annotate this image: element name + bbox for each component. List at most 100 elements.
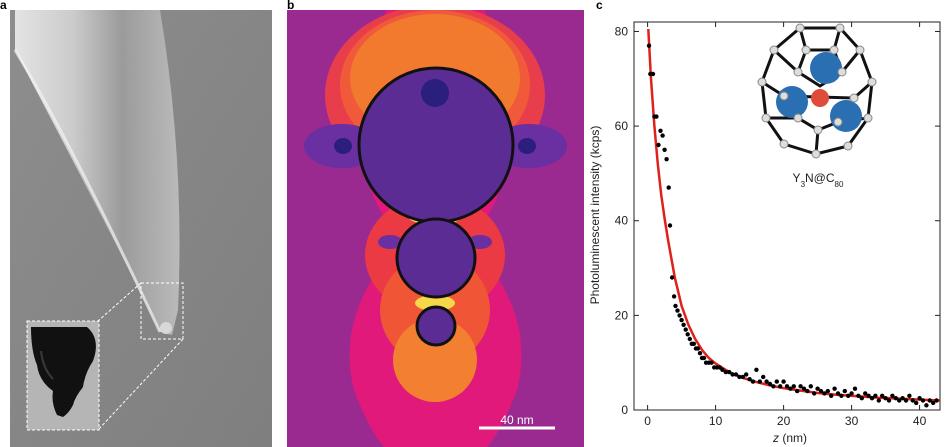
data-point bbox=[812, 391, 817, 396]
data-point bbox=[869, 396, 875, 401]
data-point bbox=[842, 388, 847, 394]
data-point bbox=[654, 114, 659, 119]
data-point bbox=[675, 308, 680, 313]
fit-curve bbox=[647, 29, 941, 402]
data-point bbox=[727, 369, 732, 375]
fullerene-molecule bbox=[757, 23, 877, 159]
y-axis-label: Photoluminescent intensity (kcps) bbox=[590, 126, 602, 305]
y-tick-label: 0 bbox=[621, 403, 628, 417]
data-point bbox=[805, 388, 810, 394]
data-point bbox=[893, 396, 898, 401]
data-point bbox=[856, 393, 861, 398]
x-axis-label-unit: (nm) bbox=[779, 431, 807, 445]
chart-axes: 0 20 40 60 80 0 10 20 30 40 bbox=[615, 21, 941, 428]
data-point bbox=[852, 386, 858, 391]
data-point bbox=[681, 322, 686, 327]
data-point bbox=[849, 391, 854, 396]
data-point bbox=[920, 398, 926, 403]
data-point bbox=[781, 379, 786, 384]
data-point bbox=[646, 43, 652, 48]
data-point bbox=[701, 355, 707, 361]
data-point bbox=[730, 372, 735, 377]
scale-bar-label: 40 nm bbox=[500, 413, 533, 427]
data-point bbox=[910, 398, 915, 403]
data-point bbox=[695, 346, 701, 351]
data-point bbox=[740, 374, 745, 380]
data-point bbox=[723, 369, 728, 375]
fit-curve-group bbox=[647, 29, 941, 402]
data-point bbox=[677, 313, 682, 318]
x-tick-label: 20 bbox=[777, 414, 791, 428]
data-point bbox=[662, 147, 667, 152]
intensity-chart: 0 20 40 60 80 0 10 20 30 40 Photoluminescent inte… bbox=[590, 21, 941, 445]
data-point bbox=[747, 377, 752, 382]
data-point bbox=[666, 185, 671, 190]
molecule-label: Y3N@C80 bbox=[793, 171, 844, 189]
data-point bbox=[791, 384, 796, 389]
data-point bbox=[683, 327, 688, 332]
probe-tip bbox=[15, 10, 180, 335]
data-point bbox=[778, 384, 783, 389]
data-point bbox=[897, 398, 902, 403]
data-point bbox=[863, 391, 868, 396]
data-point bbox=[846, 393, 851, 398]
data-point bbox=[687, 336, 692, 342]
data-point bbox=[673, 303, 678, 309]
data-point bbox=[757, 379, 762, 384]
data-point bbox=[839, 393, 844, 398]
data-points-group bbox=[646, 43, 939, 408]
plot-frame bbox=[633, 21, 941, 411]
data-point bbox=[744, 372, 749, 377]
data-point bbox=[788, 386, 793, 391]
data-point bbox=[733, 372, 739, 377]
field-map: 40 nm bbox=[287, 10, 584, 447]
data-point bbox=[660, 133, 665, 138]
data-point bbox=[754, 367, 759, 372]
data-point bbox=[671, 294, 677, 299]
data-point bbox=[761, 374, 766, 380]
y-tick-label: 60 bbox=[615, 119, 629, 133]
zoom-region-box bbox=[140, 282, 184, 340]
data-point bbox=[900, 396, 905, 401]
data-point bbox=[767, 381, 773, 387]
sphere-medium bbox=[395, 217, 477, 299]
data-point bbox=[679, 317, 684, 323]
sphere-small bbox=[415, 305, 457, 347]
data-point bbox=[774, 379, 779, 384]
data-point bbox=[927, 398, 932, 403]
data-point bbox=[815, 386, 820, 391]
data-point bbox=[866, 393, 871, 398]
data-point bbox=[685, 332, 690, 337]
data-point bbox=[825, 388, 830, 394]
data-point bbox=[907, 393, 912, 398]
data-point bbox=[818, 388, 824, 394]
data-point bbox=[931, 400, 936, 406]
data-point bbox=[917, 396, 922, 401]
x-tick-label: 40 bbox=[913, 414, 927, 428]
data-point bbox=[801, 386, 807, 391]
data-point bbox=[822, 391, 827, 396]
data-point bbox=[750, 379, 756, 384]
data-point bbox=[798, 384, 803, 389]
data-point bbox=[691, 341, 696, 346]
x-tick-label: 30 bbox=[845, 414, 859, 428]
data-point bbox=[656, 142, 661, 148]
x-tick-label: 10 bbox=[709, 414, 723, 428]
data-point bbox=[886, 398, 892, 403]
panel-letter-a: a bbox=[0, 0, 7, 12]
data-point bbox=[709, 360, 714, 365]
data-point bbox=[667, 223, 673, 228]
data-point bbox=[658, 128, 663, 133]
data-point bbox=[771, 384, 776, 389]
field-simulation-panel: 40 nm bbox=[287, 10, 584, 447]
sem-image-panel bbox=[10, 10, 272, 447]
x-tick-label: 0 bbox=[644, 414, 651, 428]
x-axis-label: z (nm) bbox=[772, 431, 807, 445]
data-point bbox=[737, 374, 742, 380]
data-point bbox=[720, 367, 725, 372]
panel-letter-b: b bbox=[287, 0, 295, 12]
data-point bbox=[876, 398, 881, 403]
data-point bbox=[829, 393, 834, 398]
data-point bbox=[903, 398, 909, 403]
panel-letter-c: c bbox=[596, 0, 603, 12]
